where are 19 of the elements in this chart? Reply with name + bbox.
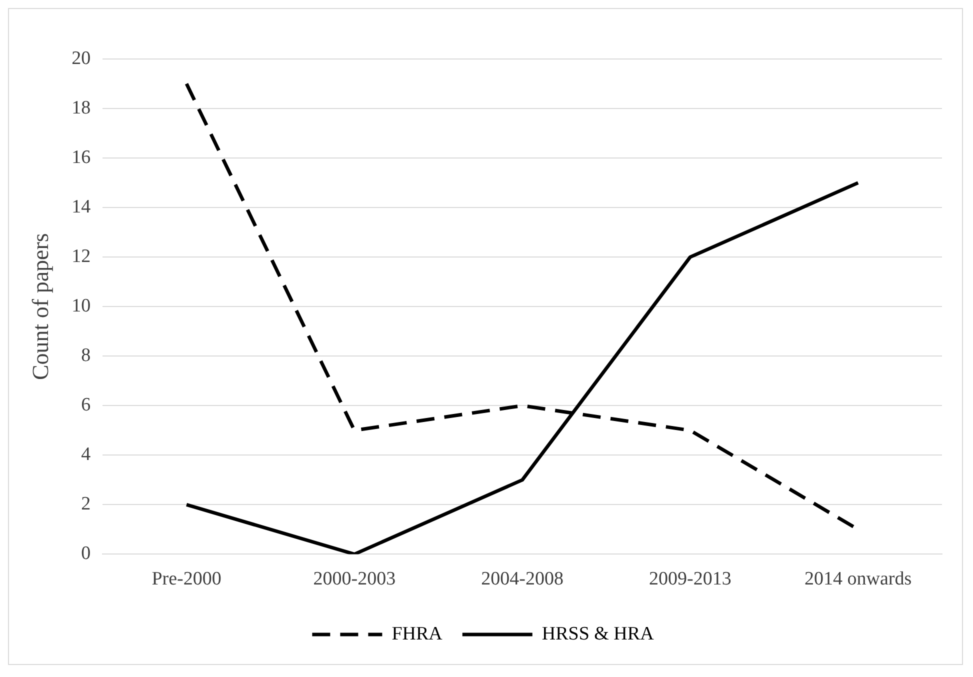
y-tick-label: 12: [72, 246, 91, 268]
y-tick-label: 16: [72, 147, 91, 168]
y-tick-label: 14: [72, 196, 92, 218]
y-tick-label: 2: [81, 494, 91, 515]
y-tick-label: 18: [72, 98, 91, 119]
x-tick-label: 2014 onwards: [804, 568, 912, 590]
y-tick-label: 8: [81, 345, 91, 366]
x-tick-label: Pre-2000: [152, 568, 222, 590]
x-tick-label: 2000-2003: [313, 568, 396, 590]
x-tick-label: 2009-2013: [649, 568, 732, 590]
legend-label: FHRA: [392, 623, 443, 644]
y-tick-label: 10: [72, 296, 91, 317]
y-tick-label: 20: [72, 48, 91, 69]
y-axis-title: Count of papers: [28, 233, 53, 380]
y-tick-label: 6: [81, 394, 91, 416]
y-tick-label: 4: [81, 444, 92, 466]
x-tick-label: 2004-2008: [481, 568, 564, 590]
y-tick-label: 0: [81, 543, 91, 564]
legend-label: HRSS & HRA: [542, 623, 654, 644]
